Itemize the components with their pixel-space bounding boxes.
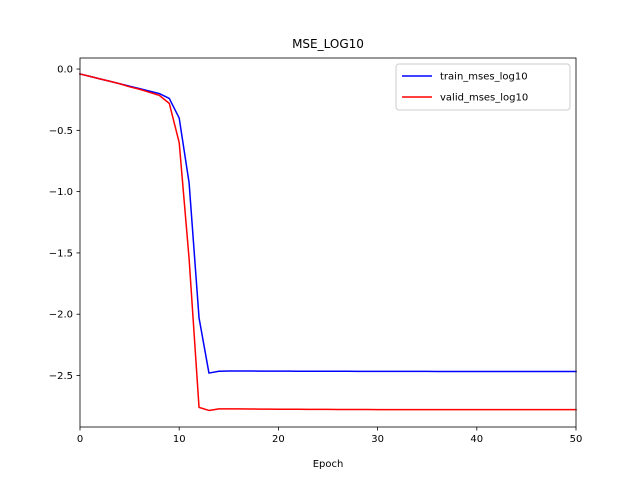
legend: train_mses_log10 valid_mses_log10 <box>395 63 571 111</box>
legend-box <box>395 63 571 111</box>
legend-label-valid_mses_log10: valid_mses_log10 <box>440 93 528 104</box>
y-tick-label--2: −2.0 <box>49 310 73 321</box>
legend-label-train_mses_log10: train_mses_log10 <box>440 72 528 83</box>
y-tick-label--0.5: −0.5 <box>49 126 73 137</box>
x-tick-label-40: 40 <box>470 434 483 445</box>
axes-layer: 0 10 20 30 40 50 0.0 −0.5 −1.0 −1.5 −2.0 −2.5 <box>49 57 583 445</box>
x-tick-label-30: 30 <box>371 434 384 445</box>
x-tick-label-0: 0 <box>77 434 83 445</box>
y-tick-label--2.5: −2.5 <box>49 371 73 382</box>
x-axis-title: Epoch <box>313 459 344 470</box>
y-tick-label-0: 0.0 <box>57 65 73 76</box>
series-layer <box>79 73 577 412</box>
series-line-valid_mses_log10 <box>79 73 577 412</box>
x-tick-label-10: 10 <box>173 434 186 445</box>
y-tick-label--1: −1.0 <box>49 187 73 198</box>
y-tick-label--1.5: −1.5 <box>49 248 73 259</box>
x-tick-label-50: 50 <box>570 434 583 445</box>
plot-frame <box>79 57 577 428</box>
x-tick-label-20: 20 <box>272 434 285 445</box>
chart-title: MSE_LOG10 <box>292 37 364 51</box>
series-line-train_mses_log10 <box>79 73 577 374</box>
